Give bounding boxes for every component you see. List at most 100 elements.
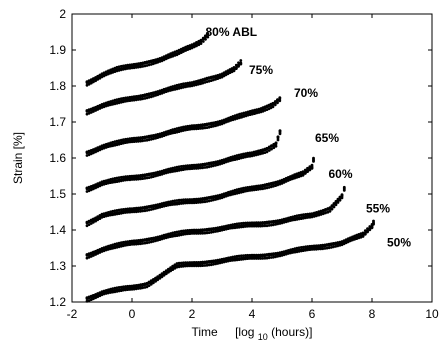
data-point	[259, 253, 262, 257]
data-point	[111, 99, 115, 103]
data-point	[149, 59, 153, 63]
data-point	[259, 187, 262, 191]
data-point	[94, 76, 97, 79]
data-point	[323, 247, 327, 250]
x-tick-label: 10	[425, 307, 439, 321]
data-point	[179, 165, 183, 168]
data-point	[156, 57, 160, 61]
data-point	[209, 195, 213, 199]
data-point	[87, 185, 91, 189]
data-point	[342, 239, 346, 243]
data-point	[137, 242, 140, 246]
data-point	[139, 97, 143, 101]
data-point	[162, 131, 166, 134]
data-point	[113, 179, 117, 183]
data-point	[239, 187, 243, 191]
data-point	[149, 175, 153, 179]
data-point	[113, 209, 117, 213]
data-point	[143, 209, 147, 213]
data-point	[216, 160, 220, 163]
data-point	[231, 257, 235, 261]
data-point	[246, 186, 250, 189]
data-point	[145, 173, 149, 177]
data-point	[235, 190, 239, 194]
data-point	[124, 240, 127, 244]
data-point	[214, 262, 218, 266]
data-point	[302, 215, 305, 219]
data-point	[267, 220, 271, 224]
data-point	[162, 55, 166, 59]
data-point	[332, 242, 335, 246]
data-point	[94, 79, 97, 83]
data-point	[299, 248, 303, 252]
data-point	[111, 179, 115, 183]
data-point	[175, 52, 179, 55]
data-point	[216, 262, 220, 265]
data-point	[107, 142, 110, 146]
data-point	[306, 212, 310, 216]
data-point	[177, 232, 181, 236]
data-point	[203, 228, 207, 232]
data-point	[143, 61, 147, 64]
data-point	[280, 218, 284, 222]
data-point	[332, 245, 335, 249]
data-point	[222, 192, 226, 196]
data-point	[216, 258, 220, 262]
data-point	[182, 82, 185, 86]
data-point	[175, 165, 179, 169]
data-point	[182, 48, 185, 52]
data-point	[267, 224, 271, 227]
data-point	[132, 284, 136, 288]
data-point	[299, 246, 303, 249]
data-point	[137, 206, 140, 210]
data-point	[207, 125, 211, 129]
data-point	[177, 198, 181, 202]
data-point	[87, 82, 91, 86]
data-point	[299, 216, 303, 219]
data-point	[94, 186, 97, 190]
data-point	[119, 138, 123, 142]
data-point	[237, 63, 240, 67]
data-point	[154, 133, 158, 137]
data-point	[130, 284, 134, 288]
data-point	[248, 109, 252, 113]
data-point	[212, 195, 215, 199]
data-point	[117, 67, 121, 71]
axis-ticks: -2 0 2 4 6 8 10 1.2 1.3 1.4 1.5 1.6 1.7 1.8 1.9 2	[49, 7, 439, 321]
data-point	[94, 147, 97, 151]
data-point	[233, 225, 237, 228]
data-point	[246, 255, 250, 259]
data-point	[177, 85, 181, 89]
data-point	[242, 113, 246, 117]
data-point	[164, 233, 168, 237]
x-axis-label: Time [log 10 (hours)]	[192, 325, 313, 343]
data-point	[175, 201, 179, 205]
data-point	[111, 209, 115, 213]
data-point	[252, 185, 256, 188]
data-point	[119, 243, 123, 247]
data-point	[229, 223, 233, 227]
data-point	[122, 240, 125, 244]
data-point	[186, 44, 190, 48]
data-point	[87, 79, 91, 83]
data-point	[184, 166, 188, 170]
data-point	[186, 229, 190, 232]
data-point	[289, 248, 292, 252]
data-point	[284, 176, 288, 180]
data-point	[233, 222, 237, 226]
data-point	[207, 79, 211, 83]
data-point	[224, 157, 228, 161]
data-point	[152, 137, 155, 141]
data-point	[330, 204, 334, 208]
data-point	[156, 90, 160, 93]
data-point	[326, 207, 330, 211]
series-65	[85, 129, 282, 193]
data-point	[293, 175, 296, 179]
data-point	[115, 176, 119, 180]
data-point	[169, 266, 173, 270]
data-point	[336, 241, 340, 245]
data-point	[261, 221, 265, 224]
data-point	[201, 260, 205, 264]
data-point	[104, 289, 108, 292]
data-point	[167, 129, 170, 133]
